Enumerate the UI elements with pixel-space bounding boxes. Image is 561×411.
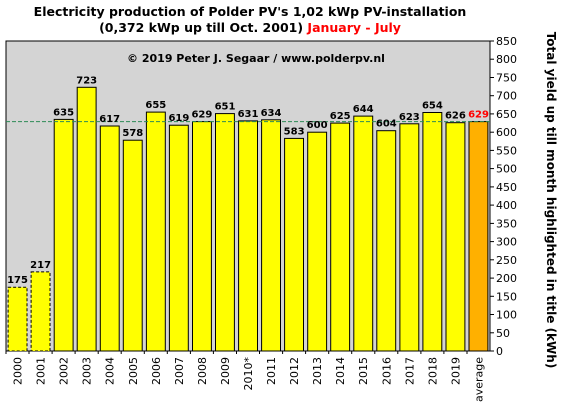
- bar-2006: [145, 111, 166, 352]
- bar-value-label: 723: [76, 75, 97, 86]
- bar-2014: [330, 122, 351, 352]
- y-tick-label: 300: [496, 236, 517, 249]
- x-tick-label: 2015: [357, 357, 370, 385]
- bar-2007: [168, 124, 189, 352]
- y-tick-label: 400: [496, 199, 517, 212]
- bar-2008: [192, 121, 212, 352]
- bar-value-label: 651: [215, 102, 236, 113]
- bar-2005: [122, 139, 143, 352]
- bar-value-label: 629: [468, 110, 489, 121]
- bar-value-label: 600: [307, 120, 328, 131]
- bar-2010-star: [238, 120, 259, 352]
- chart-title-line2-main: (0,372 kWp up till Oct. 2001): [99, 20, 303, 35]
- bar-2018: [422, 112, 443, 352]
- bar-value-label: 629: [191, 110, 212, 121]
- y-tick-label: 650: [496, 108, 517, 121]
- bar-2009: [215, 113, 235, 352]
- bar-2004: [99, 125, 120, 352]
- bar-value-label: 175: [7, 275, 28, 286]
- bar-2000: [7, 286, 28, 352]
- copyright-notice: © 2019 Peter J. Segaar / www.polderpv.nl: [127, 52, 385, 65]
- bar-2015: [353, 115, 374, 352]
- x-tick-label: 2011: [265, 357, 278, 385]
- y-tick-label: 800: [496, 53, 517, 66]
- y-tick-label: 850: [496, 35, 517, 48]
- bar-value-label: 217: [30, 260, 51, 271]
- bar-2016: [376, 130, 397, 352]
- x-tick-label: 2010*: [242, 357, 255, 391]
- y-tick-label: 750: [496, 72, 517, 85]
- bar-value-label: 634: [261, 108, 282, 119]
- y-tick-label: 100: [496, 309, 517, 322]
- x-tick-label: 2013: [311, 357, 324, 385]
- chart-title-line2: (0,372 kWp up till Oct. 2001) January - …: [99, 20, 401, 35]
- x-tick-label: 2003: [81, 357, 94, 385]
- x-tick-label: 2002: [58, 357, 71, 385]
- bar-value-label: 604: [376, 119, 397, 130]
- bar-value-label: 655: [145, 100, 166, 111]
- y-tick-label: 500: [496, 163, 517, 176]
- x-tick-label: 2007: [173, 357, 186, 385]
- bar-value-label: 583: [284, 126, 305, 137]
- y-tick-label: 150: [496, 290, 517, 303]
- x-tick-label: 2000: [12, 357, 25, 385]
- bar-2019: [445, 122, 466, 352]
- x-tick-label: 2014: [334, 357, 347, 385]
- x-tick-label: average: [473, 357, 486, 402]
- y-tick-label: 700: [496, 90, 517, 103]
- x-tick-label: 2012: [288, 357, 301, 385]
- bar-2017: [399, 123, 420, 352]
- y-tick-label: 600: [496, 126, 517, 139]
- x-tick-label: 2016: [380, 357, 393, 385]
- x-tick-label: 2018: [426, 357, 439, 385]
- x-tick-label: 2005: [127, 357, 140, 385]
- bar-2002: [53, 118, 74, 352]
- y-tick-label: 200: [496, 272, 517, 285]
- bar-value-label: 623: [399, 112, 420, 123]
- y-tick-label: 550: [496, 144, 517, 157]
- bar-value-label: 626: [445, 111, 466, 122]
- x-tick-label: 2001: [35, 357, 48, 385]
- x-tick-label: 2008: [196, 357, 209, 385]
- y-tick-label: 50: [496, 327, 510, 340]
- chart-title-line1: Electricity production of Polder PV's 1,…: [34, 4, 467, 19]
- x-tick-label: 2006: [150, 357, 163, 385]
- bar-value-label: 625: [330, 111, 351, 122]
- x-tick-label: 2017: [403, 357, 416, 385]
- y-tick-label: 450: [496, 181, 517, 194]
- bar-2001: [30, 271, 51, 352]
- bar-value-label: 578: [122, 128, 143, 139]
- bar-value-label: 644: [353, 104, 374, 115]
- bar-value-label: 654: [422, 101, 443, 112]
- bar-2012: [284, 137, 305, 352]
- y-tick-label: 0: [496, 345, 503, 358]
- x-tick-label: 2019: [449, 357, 462, 385]
- chart-title-highlight: January - July: [306, 20, 401, 35]
- x-tick-label: 2009: [219, 357, 232, 385]
- bar-value-label: 617: [99, 114, 120, 125]
- y-axis-label: Total yield up till month highlighted in…: [544, 32, 558, 369]
- bar-average: [468, 121, 489, 352]
- bar-value-label: 635: [53, 107, 74, 118]
- y-tick-label: 350: [496, 217, 517, 230]
- bar-2013: [307, 131, 328, 352]
- x-tick-label: 2004: [104, 357, 117, 385]
- bar-value-label: 631: [238, 109, 259, 120]
- bar-value-label: 619: [168, 113, 189, 124]
- y-tick-label: 250: [496, 254, 517, 267]
- bar-2011: [261, 119, 282, 352]
- bar-2003: [76, 86, 97, 352]
